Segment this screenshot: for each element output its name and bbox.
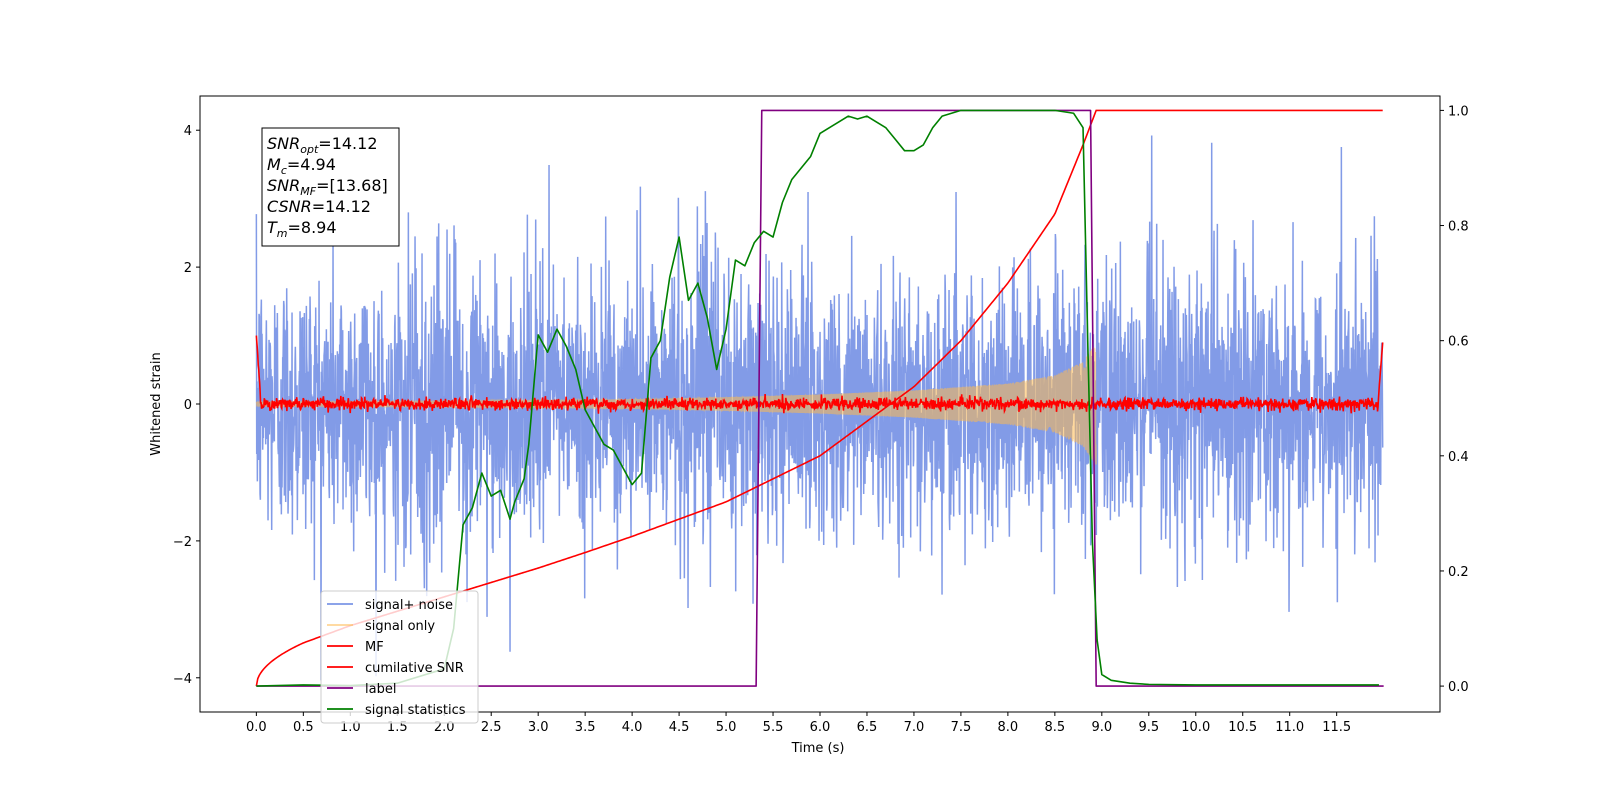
annotation-line: Mc=4.94 xyxy=(267,155,336,177)
series-signal-statistics xyxy=(256,109,1379,687)
y-axis-left: −4 −2 0 2 4 xyxy=(173,124,200,687)
series-label xyxy=(256,109,1384,687)
x-tick-label: 4.0 xyxy=(622,720,643,735)
y2-tick-label: 0.4 xyxy=(1448,450,1469,465)
y2-tick-label: 0.6 xyxy=(1448,335,1469,350)
x-axis-label: Time (s) xyxy=(791,741,845,756)
y-axis-right: 0.0 0.2 0.4 0.6 0.8 1.0 xyxy=(1440,104,1469,695)
x-tick-label: 10.5 xyxy=(1228,720,1257,735)
x-tick-label: 11.5 xyxy=(1322,720,1351,735)
x-axis: 0.0 0.5 1.0 1.5 2.0 2.5 3.0 3.5 4.0 4.5 5.0 5.5 6.0 6… xyxy=(246,712,1351,735)
legend: signal+ noise signal only MF cumilative SNR… xyxy=(320,590,479,724)
x-tick-label: 11.0 xyxy=(1275,720,1304,735)
legend-label: label xyxy=(365,682,396,697)
legend-frame xyxy=(320,590,479,724)
legend-label: signal+ noise xyxy=(365,598,453,613)
legend-label: signal only xyxy=(365,619,435,634)
x-tick-label: 2.5 xyxy=(481,720,502,735)
x-tick-label: 1.5 xyxy=(387,720,408,735)
x-tick-label: 8.0 xyxy=(998,720,1019,735)
annotation-frame xyxy=(261,127,400,247)
annotation-line: CSNR=14.12 xyxy=(267,197,371,216)
y2-tick-label: 1.0 xyxy=(1448,104,1469,119)
annotation-line: SNRMF=[13.68] xyxy=(267,176,388,198)
y2-tick-label: 0.0 xyxy=(1448,680,1469,695)
y-tick-label: 4 xyxy=(184,124,192,139)
series-mf xyxy=(255,335,1384,415)
y-tick-label: 0 xyxy=(184,398,192,413)
x-tick-label: 9.5 xyxy=(1138,720,1159,735)
x-tick-label: 0.5 xyxy=(293,720,314,735)
y-tick-label: 2 xyxy=(184,261,192,276)
x-tick-label: 0.0 xyxy=(246,720,267,735)
x-tick-label: 2.0 xyxy=(434,720,455,735)
legend-label: cumilative SNR xyxy=(365,661,464,676)
x-tick-label: 7.0 xyxy=(904,720,925,735)
y-tick-label: −2 xyxy=(173,535,192,550)
x-tick-label: 1.0 xyxy=(340,720,361,735)
x-tick-label: 8.5 xyxy=(1045,720,1066,735)
x-tick-label: 6.0 xyxy=(810,720,831,735)
x-tick-label: 3.5 xyxy=(575,720,596,735)
y2-tick-label: 0.2 xyxy=(1448,565,1469,580)
x-tick-label: 5.5 xyxy=(763,720,784,735)
x-tick-label: 9.0 xyxy=(1091,720,1112,735)
x-tick-label: 7.5 xyxy=(951,720,972,735)
x-tick-label: 6.5 xyxy=(857,720,878,735)
legend-label: signal statistics xyxy=(365,703,466,718)
x-tick-label: 5.0 xyxy=(716,720,737,735)
legend-label: MF xyxy=(365,640,384,655)
annotation-box: SNRopt=14.12Mc=4.94SNRMF=[13.68]CSNR=14.… xyxy=(261,127,400,247)
annotation-line: SNRopt=14.12 xyxy=(267,134,378,156)
y2-tick-label: 0.8 xyxy=(1448,220,1469,235)
x-tick-label: 3.0 xyxy=(528,720,549,735)
x-tick-label: 4.5 xyxy=(669,720,690,735)
annotation-line: Tm=8.94 xyxy=(267,218,337,240)
x-tick-label: 10.0 xyxy=(1181,720,1210,735)
y-axis-label: Whitened strain xyxy=(149,352,164,455)
y-tick-label: −4 xyxy=(173,672,192,687)
